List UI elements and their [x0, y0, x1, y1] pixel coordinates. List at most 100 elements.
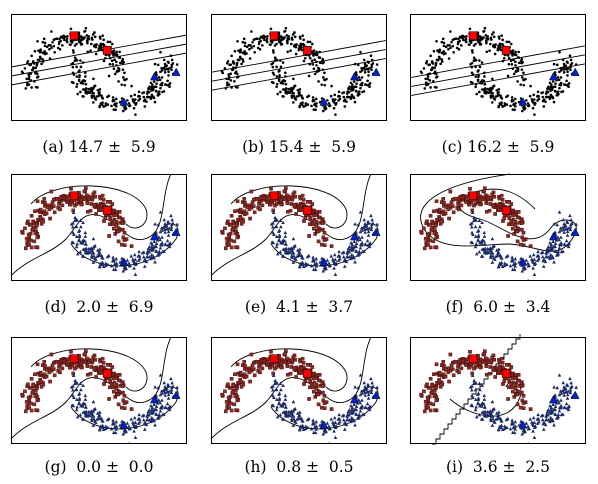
class-a-point — [92, 203, 97, 208]
class-a-point — [235, 398, 240, 403]
unlabeled-point — [33, 80, 36, 83]
unlabeled-point — [87, 90, 90, 94]
unlabeled-point — [360, 81, 364, 85]
unlabeled-point — [350, 85, 354, 89]
class-a-point — [428, 245, 433, 250]
class-b-point — [129, 417, 133, 421]
class-b-point — [331, 422, 336, 426]
class-a-point — [34, 245, 38, 249]
class-a-point — [101, 361, 106, 365]
unlabeled-point — [498, 37, 501, 40]
class-a-point — [49, 189, 54, 194]
class-b-point — [531, 429, 535, 433]
class-b-point — [114, 427, 119, 431]
class-b-point — [553, 411, 557, 416]
class-b-point — [109, 263, 114, 268]
class-b-point — [91, 423, 96, 427]
class-b-point — [570, 221, 574, 225]
class-b-point — [89, 249, 94, 253]
class-a-point — [260, 366, 265, 371]
unlabeled-point — [342, 91, 346, 94]
class-b-point — [303, 263, 308, 268]
unlabeled-point — [338, 97, 342, 101]
class-b-point — [275, 252, 280, 256]
class-b-point — [305, 417, 310, 422]
class-a-point — [501, 382, 505, 386]
unlabeled-point — [102, 38, 105, 42]
class-b-point — [78, 381, 83, 385]
unlabeled-point — [366, 67, 370, 71]
class-b-point — [541, 250, 545, 254]
class-a-point — [519, 384, 524, 388]
unlabeled-point — [111, 96, 115, 99]
class-a-point — [511, 226, 515, 231]
unlabeled-point — [553, 71, 557, 74]
unlabeled-point — [334, 113, 337, 116]
class-a-point — [528, 407, 533, 411]
class-b-point — [292, 417, 296, 421]
unlabeled-point — [485, 41, 488, 45]
unlabeled-point — [266, 35, 269, 38]
unlabeled-point — [442, 44, 446, 48]
unlabeled-point — [451, 38, 455, 42]
class-b-point — [549, 252, 553, 257]
class-a-point — [231, 390, 235, 395]
unlabeled-point — [491, 101, 494, 104]
panel-caption-b: (b) 15.4 ± 5.9 — [242, 138, 356, 156]
class-b-point — [97, 413, 102, 417]
class-b-point — [75, 252, 80, 256]
unlabeled-point — [497, 93, 500, 97]
class-b-point — [327, 424, 331, 428]
class-a-point — [49, 352, 54, 357]
unlabeled-point — [491, 85, 495, 88]
unlabeled-point — [345, 95, 349, 99]
unlabeled-point — [92, 94, 96, 98]
class-b-point — [342, 264, 347, 268]
class-b-point — [132, 429, 136, 433]
unlabeled-point — [43, 44, 47, 48]
class-a-point — [242, 209, 247, 214]
unlabeled-point — [245, 45, 249, 49]
unlabeled-point — [302, 105, 305, 108]
class-a-point — [432, 394, 437, 398]
class-b-point — [469, 240, 473, 244]
class-b-point — [338, 419, 342, 424]
class-b-point — [490, 246, 495, 250]
unlabeled-point — [101, 34, 105, 37]
class-b-point — [155, 253, 160, 257]
class-a-point — [444, 368, 448, 372]
class-b-point — [70, 240, 74, 244]
class-a-point — [506, 397, 510, 401]
unlabeled-point — [169, 54, 173, 58]
unlabeled-point — [514, 50, 517, 54]
class-b-point — [530, 257, 534, 261]
unlabeled-point — [549, 89, 552, 92]
class-b-point — [125, 258, 130, 262]
unlabeled-point — [114, 53, 118, 57]
class-b-point — [71, 373, 76, 377]
class-a-point — [507, 222, 511, 227]
class-a-point — [29, 401, 33, 406]
unlabeled-point — [367, 74, 370, 77]
class-a-point — [513, 386, 518, 391]
class-a-point — [446, 370, 451, 375]
class-a-point — [249, 352, 254, 357]
decision-boundary-1 — [230, 348, 348, 392]
unlabeled-point — [559, 76, 563, 79]
unlabeled-point — [484, 34, 488, 37]
class-b-point — [72, 232, 76, 236]
class-b-point — [75, 242, 79, 246]
plot-frame — [410, 174, 586, 281]
class-a-point — [490, 355, 494, 360]
class-a-point — [238, 216, 243, 221]
class-b-point — [366, 229, 371, 234]
class-b-point — [162, 412, 166, 416]
unlabeled-point — [506, 74, 510, 78]
class-a-point — [23, 409, 28, 414]
class-b-point — [489, 251, 494, 255]
decision-boundary-1 — [30, 185, 148, 229]
unlabeled-point — [474, 85, 477, 89]
class-b-point — [358, 392, 363, 397]
class-b-point — [557, 392, 562, 397]
unlabeled-point — [457, 37, 460, 41]
